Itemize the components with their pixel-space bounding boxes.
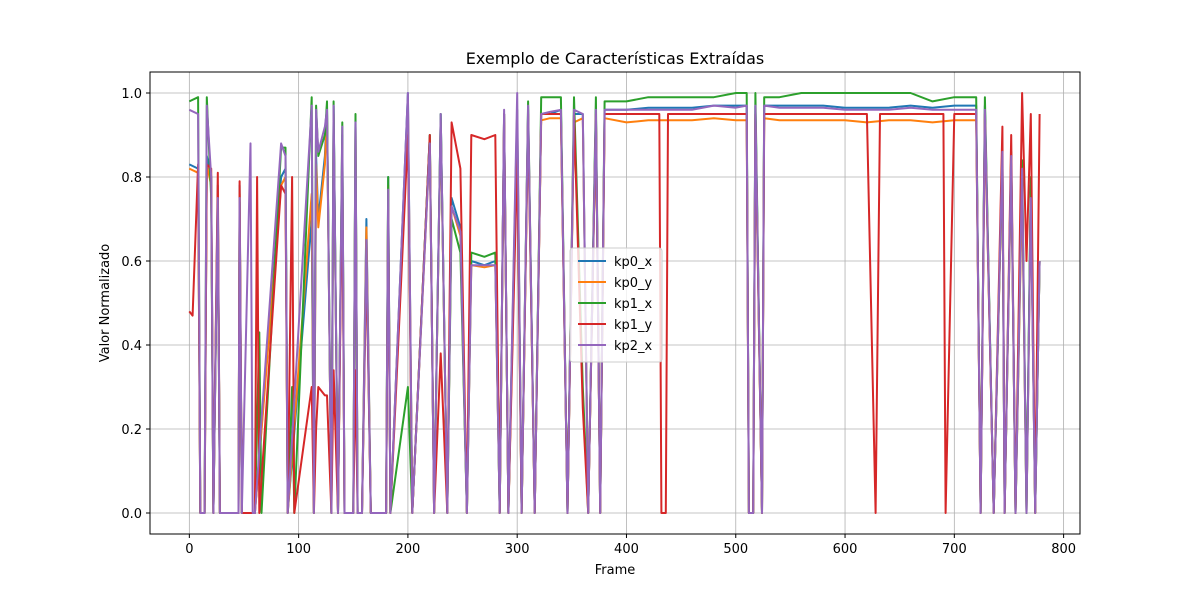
- x-tick-label: 0: [185, 542, 193, 557]
- x-tick-label: 100: [286, 542, 311, 557]
- x-tick-label: 200: [395, 542, 420, 557]
- chart-title: Exemplo de Características Extraídas: [466, 49, 764, 68]
- plot-area: [188, 92, 1041, 514]
- y-axis: 0.0 0.2 0.4 0.6 0.8 1.0: [121, 87, 150, 522]
- y-tick-label: 0.0: [121, 507, 142, 522]
- x-axis-label: Frame: [595, 563, 636, 578]
- y-tick-label: 1.0: [121, 87, 142, 102]
- series-line-kp2-x: [188, 92, 1041, 514]
- x-tick-label: 500: [723, 542, 748, 557]
- y-tick-label: 0.8: [121, 171, 142, 186]
- legend-label: kp0_y: [614, 276, 653, 291]
- legend-label: kp0_x: [614, 255, 653, 270]
- x-tick-label: 400: [614, 542, 639, 557]
- x-axis: 0 100 200 300 400 500 600 700 800: [185, 534, 1076, 557]
- y-tick-label: 0.4: [121, 339, 142, 354]
- x-tick-label: 600: [833, 542, 858, 557]
- x-tick-label: 800: [1051, 542, 1076, 557]
- legend-label: kp1_y: [614, 318, 653, 333]
- legend-box: [569, 247, 663, 363]
- axes-frame: [149, 71, 1081, 535]
- x-tick-label: 300: [505, 542, 530, 557]
- y-tick-label: 0.6: [121, 255, 142, 270]
- legend: kp0_x kp0_y kp1_x kp1_y kp2_x: [569, 247, 663, 363]
- legend-label: kp1_x: [614, 297, 653, 312]
- y-axis-label: Valor Normalizado: [98, 244, 113, 363]
- x-tick-label: 700: [942, 542, 967, 557]
- legend-label: kp2_x: [614, 339, 653, 354]
- y-tick-label: 0.2: [121, 423, 142, 438]
